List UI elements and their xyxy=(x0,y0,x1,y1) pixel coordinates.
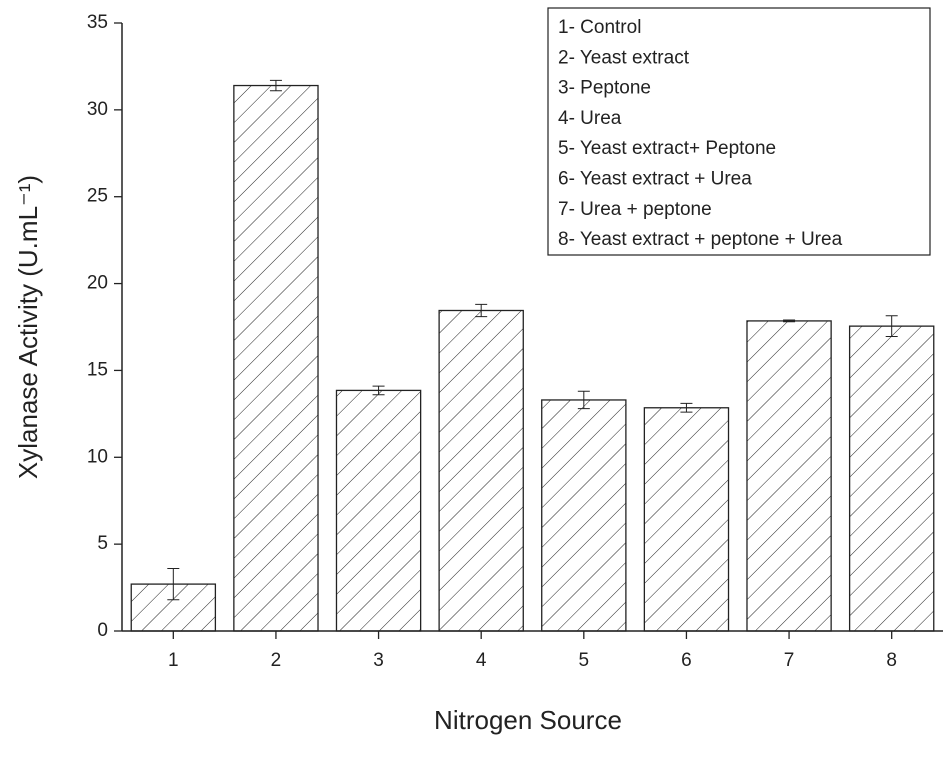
bar xyxy=(746,320,832,632)
bar xyxy=(335,389,422,632)
legend-note: 1- Control xyxy=(558,17,641,38)
y-tick-label: 5 xyxy=(97,533,108,554)
y-tick-label: 35 xyxy=(87,12,108,33)
x-tick-label: 5 xyxy=(579,650,590,671)
error-bar xyxy=(372,385,385,396)
bar xyxy=(848,325,935,632)
bar xyxy=(233,84,319,632)
y-tick-label: 15 xyxy=(87,359,108,380)
legend-box xyxy=(547,7,931,256)
error-bar xyxy=(577,390,590,410)
x-tick-label: 4 xyxy=(476,650,487,671)
legend-note: 7- Urea + peptone xyxy=(558,199,712,220)
y-tick-label: 25 xyxy=(87,186,108,207)
bar xyxy=(541,399,627,632)
error-bar xyxy=(885,315,898,338)
bar xyxy=(438,309,524,632)
x-tick-label: 7 xyxy=(784,650,795,671)
error-bar xyxy=(475,303,488,318)
error-bar xyxy=(269,79,282,92)
y-tick-label: 0 xyxy=(97,620,108,641)
legend-note: 4- Urea xyxy=(558,108,622,129)
y-tick-label: 20 xyxy=(87,273,108,294)
legend-note: 5- Yeast extract+ Peptone xyxy=(558,138,776,159)
x-tick-label: 8 xyxy=(886,650,897,671)
x-axis-label: Nitrogen Source xyxy=(434,705,622,735)
legend-note: 8- Yeast extract + peptone + Urea xyxy=(558,229,843,250)
x-tick-label: 3 xyxy=(373,650,384,671)
error-bar xyxy=(680,402,693,413)
x-tick-label: 1 xyxy=(168,650,179,671)
y-tick-label: 30 xyxy=(87,99,108,120)
x-tick-label: 6 xyxy=(681,650,692,671)
error-bar xyxy=(167,567,180,601)
y-tick-label: 10 xyxy=(87,446,108,467)
error-bar xyxy=(783,319,796,323)
x-tick-label: 2 xyxy=(271,650,282,671)
legend-note: 3- Peptone xyxy=(558,78,651,99)
legend-note: 2- Yeast extract xyxy=(558,47,690,68)
y-axis-label: Xylanase Activity (U.mL⁻¹) xyxy=(13,175,43,479)
legend-note: 6- Yeast extract + Urea xyxy=(558,169,752,190)
bar xyxy=(643,407,730,632)
